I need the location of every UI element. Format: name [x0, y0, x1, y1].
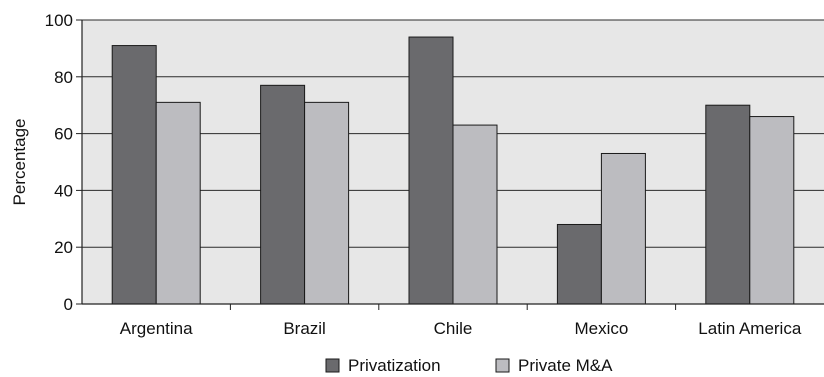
bar-privatization-latin-america	[705, 104, 751, 305]
x-category-label: Argentina	[120, 319, 193, 338]
y-tick-label: 80	[54, 68, 73, 87]
x-category-label: Mexico	[574, 319, 628, 338]
y-tick-label: 40	[54, 181, 73, 200]
bar-private-m-a-chile	[452, 124, 498, 305]
bar-private-m-a-brazil	[304, 101, 350, 305]
legend-swatch	[325, 358, 340, 373]
y-tick-label: 0	[64, 295, 73, 314]
x-category-label: Chile	[434, 319, 473, 338]
x-category-label: Brazil	[283, 319, 326, 338]
y-axis-ticks: 0 20 40 60 80 100	[45, 11, 677, 314]
legend-label: Private M&A	[518, 356, 613, 375]
bars	[111, 36, 795, 305]
bar-private-m-a-mexico	[600, 152, 646, 305]
legend-swatch	[495, 358, 510, 373]
bar-privatization-brazil	[260, 84, 306, 305]
bar-privatization-mexico	[556, 223, 602, 305]
y-tick-label: 60	[54, 125, 73, 144]
y-tick-label: 100	[45, 11, 73, 30]
y-tick-label: 20	[54, 238, 73, 257]
bar-private-m-a-latin-america	[749, 116, 795, 305]
x-category-label: Latin America	[698, 319, 802, 338]
y-axis-label: Percentage	[10, 119, 29, 206]
bar-privatization-argentina	[111, 45, 157, 305]
x-axis-category-labels: Argentina Brazil Chile Mexico Latin America	[120, 319, 802, 338]
bar-privatization-chile	[408, 36, 454, 305]
legend: Privatization Private M&A	[325, 356, 613, 375]
legend-label: Privatization	[348, 356, 441, 375]
axes	[81, 20, 824, 305]
bar-private-m-a-argentina	[155, 101, 201, 305]
